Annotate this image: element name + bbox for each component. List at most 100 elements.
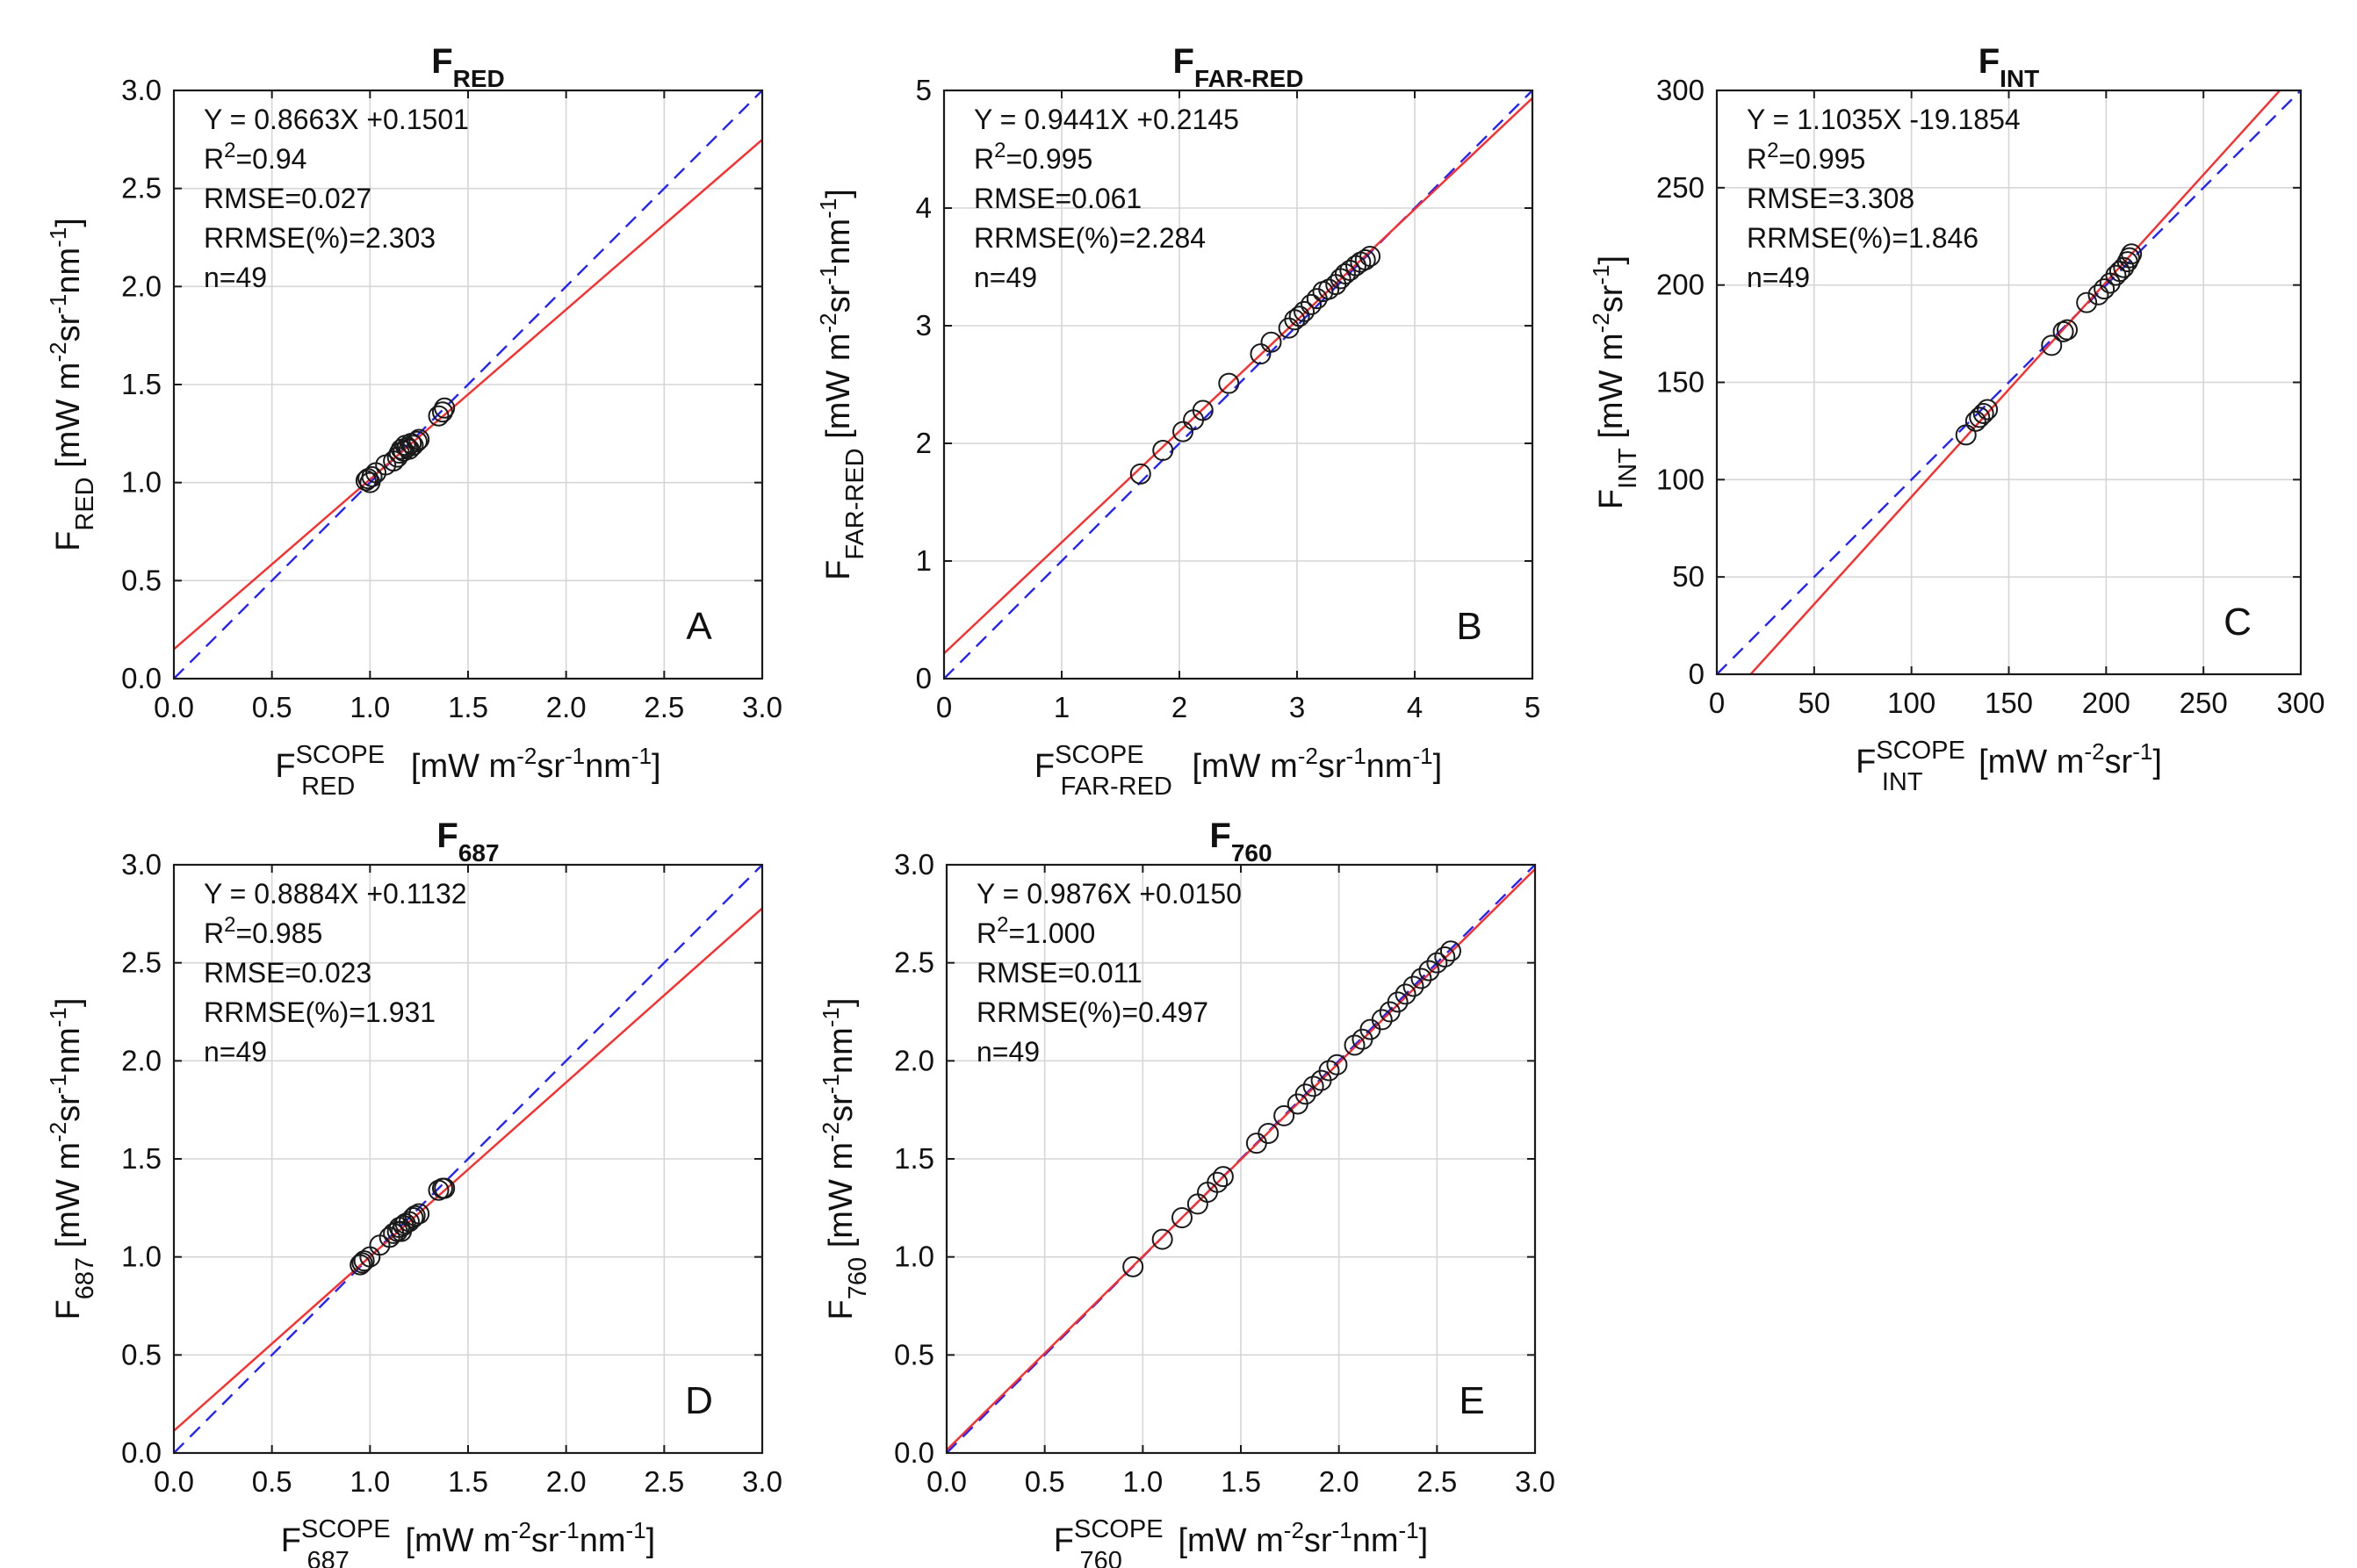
panel-a-r2-label: R <box>204 143 224 175</box>
panel-c-data-point <box>2094 278 2116 300</box>
panel-d-y-label-sub: 687 <box>71 1257 99 1299</box>
panel-c-x-axis-label: FSCOPE INT [mW m-2sr-1] <box>1856 737 2162 796</box>
panel-d-x-label-unit-part: -2 <box>511 1517 531 1543</box>
panel-d-x-tick-label: 1.0 <box>350 1465 390 1498</box>
panel-a-data-point <box>428 405 450 427</box>
panel-d-y-tick-label: 0.0 <box>121 1436 162 1469</box>
panel-a-x-tick-label: 0.0 <box>154 691 194 723</box>
panel-c-x-tick-label: 100 <box>1887 687 1935 719</box>
panel-a-y-label-unit-part: sr <box>50 313 87 342</box>
panel-e-x-tick-label: 1.5 <box>1221 1465 1261 1498</box>
panel-d-data-point <box>408 1203 430 1225</box>
panel-b-data-point <box>1294 300 1315 322</box>
panel-e-data-point <box>1418 960 1440 982</box>
panel-e-y-tick-label: 1.0 <box>894 1241 934 1273</box>
panel-d-y-label-unit-part: sr <box>50 1094 87 1122</box>
panel-c-r2-sup: 2 <box>1767 139 1778 162</box>
panel-b-r2-label: R <box>974 143 994 175</box>
panel-e-y-label-unit-part: -1 <box>818 1074 844 1094</box>
panel-e-stats-rrmse: RRMSE(%)=0.497 <box>977 996 1208 1028</box>
panel-d-x-label-unit-part: [mW m <box>406 1522 511 1559</box>
panel-b-x-label-unit-part: nm <box>1366 748 1413 785</box>
panel-c-x-tick-label: 200 <box>2082 687 2130 719</box>
panel-c-data-point <box>1977 399 1999 421</box>
panel-e-x-label-unit-part: nm <box>1352 1522 1399 1559</box>
panel-b-lines <box>944 90 1532 679</box>
panel-e-y-label-unit-part: [mW m <box>823 1142 860 1248</box>
panel-e-data-point <box>1371 1009 1393 1031</box>
panel-c-lines <box>1717 90 2301 674</box>
panel-a-data-point <box>434 397 456 419</box>
panel-d-stats-equation: Y = 0.8884X +0.1132 <box>204 878 467 910</box>
panel-e-data-point <box>1402 975 1424 997</box>
panel-d-y-label-unit-part: ] <box>50 998 87 1008</box>
panel-e-y-tick-label: 0.5 <box>894 1338 934 1370</box>
panel-c-y-tick-label: 300 <box>1656 74 1705 106</box>
panel-a-x-label-main: F <box>275 748 295 785</box>
panel-e-title-main: F <box>1209 816 1230 855</box>
panel-c-r2-value: =0.995 <box>1778 143 1865 175</box>
panel-b-x-tick-label: 3 <box>1289 691 1305 723</box>
panel-c-y-label-unit-part: -2 <box>1588 313 1614 333</box>
panel-d: 0.00.0 0.5 0.5 1.0 1.0 1.5 1.5 2.0 2.0 2.5 2.5 3.0 3… <box>45 816 782 1568</box>
panel-e-x-label-unit-part: -2 <box>1284 1517 1304 1543</box>
panel-e-data-point <box>1318 1060 1340 1082</box>
panel-b-x-tick-label: 4 <box>1407 691 1423 723</box>
panel-d-x-label-sup: SCOPE <box>301 1515 391 1543</box>
panel-e-x-tick-label: 1.0 <box>1122 1465 1163 1498</box>
panel-e-data-point <box>1410 967 1432 989</box>
panel-b-x-tick-label: 5 <box>1524 691 1540 723</box>
panel-b-stats-rmse: RMSE=0.061 <box>974 183 1142 214</box>
panel-d-r2-value: =0.985 <box>235 917 322 949</box>
panel-a-stats-n-count: n=49 <box>204 262 267 293</box>
panel-c-one-to-one-line <box>1717 90 2301 674</box>
panel-c-y-tick-label: 200 <box>1656 269 1705 301</box>
panel-d-one-to-one-line <box>174 865 762 1453</box>
panel-b-data-point <box>1318 278 1340 300</box>
panel-d-x-tick-label: 0.0 <box>154 1465 194 1498</box>
panel-c-title-sub: INT <box>2000 65 2039 92</box>
panel-b-x-label-unit-part: [mW m <box>1192 748 1297 785</box>
panel-d-letter: D <box>685 1379 713 1422</box>
panel-b-x-label-unit-part: -2 <box>1298 743 1318 769</box>
panel-b-x-label-unit-part: ] <box>1433 748 1443 785</box>
panel-e-y-label-unit-part: -1 <box>818 1007 844 1027</box>
panel-c-y-label-unit-part: [mW m <box>1593 333 1630 438</box>
panel-d-x-label-space <box>396 1522 406 1559</box>
panel-c-r2-label: R <box>1747 143 1767 175</box>
panel-c-x-label-unit-part: -2 <box>2084 738 2104 765</box>
panel-e-title: F760 <box>1209 816 1272 867</box>
panel-e-y-label-sub: 760 <box>844 1257 872 1299</box>
panel-c-data-point <box>2076 291 2098 313</box>
panel-c: 005050100100150150200200250250300300FINT… <box>1588 42 2325 796</box>
panel-b-x-label-main: F <box>1034 748 1055 785</box>
panel-d-title: F687 <box>436 816 499 867</box>
panel-c-x-tick-label: 300 <box>2276 687 2325 719</box>
panel-a-y-tick-label: 1.0 <box>121 466 162 499</box>
panel-e-data-point <box>1387 991 1409 1013</box>
panel-b-title: FFAR-RED <box>1173 42 1304 92</box>
panel-b-stats-equation: Y = 0.9441X +0.2145 <box>974 104 1239 135</box>
panel-d-x-tick-label: 3.0 <box>742 1465 782 1498</box>
panel-d-stats-rrmse: RRMSE(%)=1.931 <box>204 996 436 1028</box>
panel-a-title: FRED <box>431 42 505 92</box>
panel-a-data-point <box>408 428 430 450</box>
panel-c-stats-n-count: n=49 <box>1747 262 1810 293</box>
panel-b-x-label-unit-part: -1 <box>1346 743 1366 769</box>
panel-a-x-label-unit-part: -2 <box>516 743 537 769</box>
panel-a-data-point <box>406 430 428 452</box>
panel-b-y-tick-label: 4 <box>916 191 932 224</box>
panel-a-y-label-unit-part: ] <box>50 218 87 227</box>
panel-c-x-label-unit-part: sr <box>2105 744 2133 780</box>
panel-b-x-label-sub: FAR-RED <box>1061 773 1172 801</box>
panel-e-data-point <box>1326 1054 1348 1075</box>
panel-c-stats-rmse: RMSE=3.308 <box>1747 183 1914 214</box>
panel-d-x-label-unit-part: sr <box>531 1522 559 1559</box>
panel-e-letter: E <box>1459 1379 1484 1422</box>
panel-b-data-point <box>1218 372 1240 394</box>
panel-e-x-label-unit-part: [mW m <box>1178 1522 1284 1559</box>
panel-e-y-tick-label: 2.0 <box>894 1044 934 1076</box>
panel-a-x-tick-label: 3.0 <box>742 691 782 723</box>
panel-e: 0.00.0 0.5 0.5 1.0 1.0 1.5 1.5 2.0 2.0 2.5 2.5 3.0 3… <box>818 816 1555 1568</box>
